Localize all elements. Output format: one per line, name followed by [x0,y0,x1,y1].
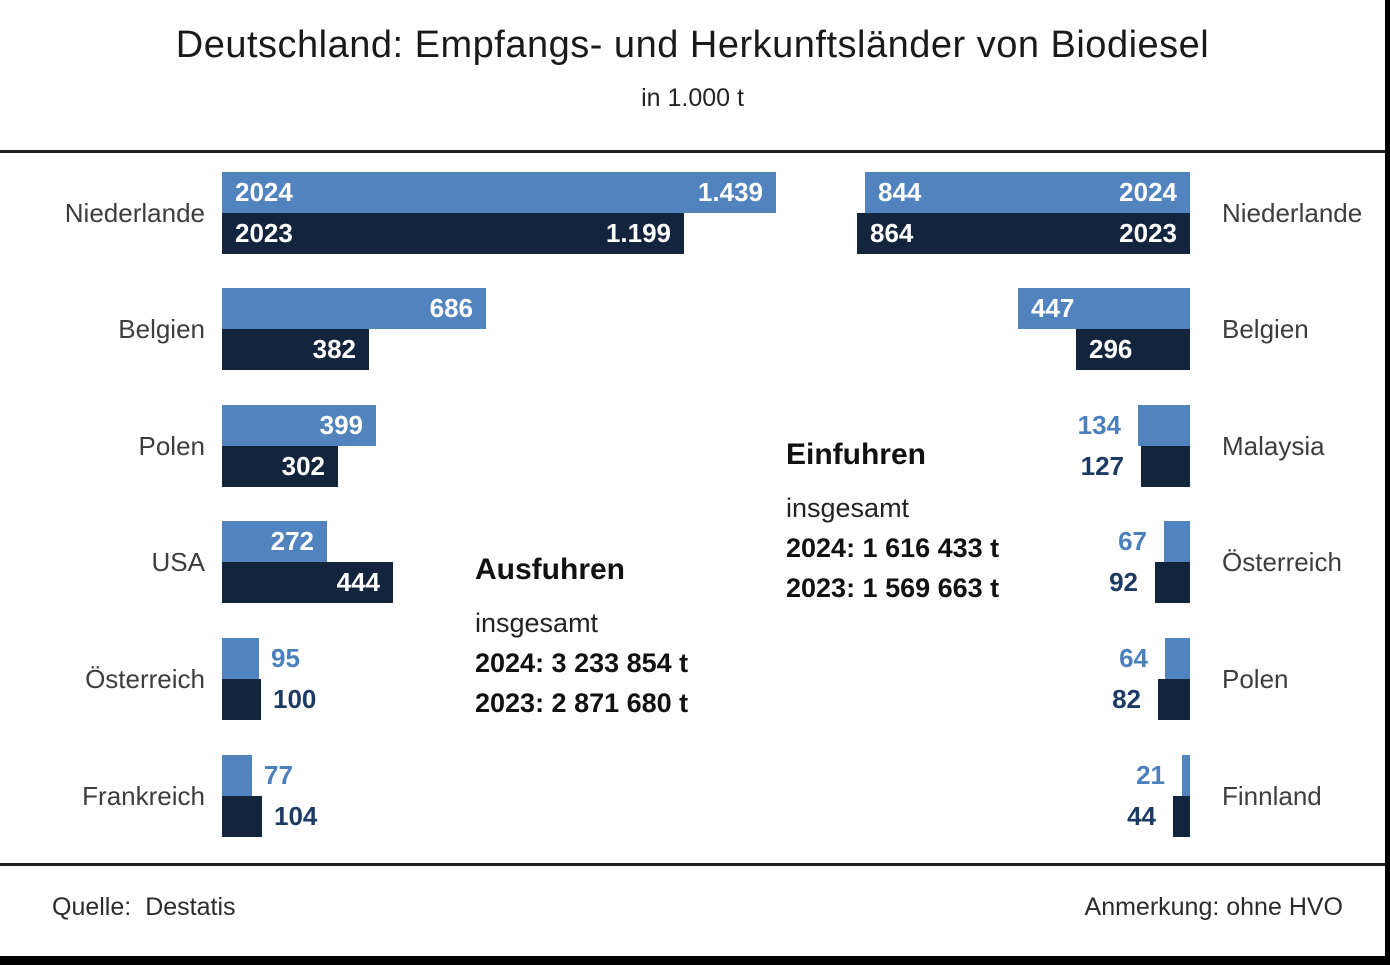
exports-bar-2023-polen: 302 [222,446,338,487]
imports-bar-2024-österreich [1164,521,1190,562]
exports-country-label-österreich: Österreich [85,664,205,694]
imports-country-label-niederlande: Niederlande [1222,198,1363,228]
imports-summary: Einfuhren insgesamt 2024: 1 616 433 t 20… [786,438,999,608]
exports-year-label-2024: 2024 [235,177,293,207]
exports-bar-2024-niederlande: 2024 1.439 [222,172,776,213]
imports-value-label: 67 [1118,526,1147,556]
imports-subheading: insgesamt [786,493,910,523]
exports-country-label-niederlande: Niederlande [64,198,205,228]
source-note: Quelle: Destatis [52,893,236,922]
imports-value-label: 21 [1136,760,1165,790]
exports-country-label-usa: USA [151,547,205,577]
exports-bar-2023-usa: 444 [222,562,393,603]
page-subtitle: in 1.000 t [641,84,744,112]
exports-value-label: 1.439 [697,177,763,207]
imports-bar-2023-polen [1158,679,1190,720]
imports-total-2023: 2023: 1 569 663 t [786,573,1000,603]
imports-bar-2023-belgien: 296 [1076,329,1190,370]
imports-value-label: 296 [1089,334,1133,364]
exports-value-label: 444 [336,567,380,597]
exports-heading: Ausfuhren [475,553,625,586]
exports-value-label: 95 [271,643,300,673]
exports-total-2024: 2024: 3 233 854 t [475,648,689,678]
bottom-divider [0,863,1385,866]
imports-bar-2024-finnland [1182,755,1190,796]
exports-country-label-belgien: Belgien [118,314,205,344]
imports-value-label: 127 [1080,451,1124,481]
imports-value-label: 844 [878,177,922,207]
imports-bar-2023-niederlande: 864 2023 [857,213,1190,254]
exports-value-label: 100 [273,684,317,714]
exports-summary: Ausfuhren insgesamt 2024: 3 233 854 t 20… [475,553,688,723]
imports-bar-2023-finnland [1173,796,1190,837]
imports-bar-2024-belgien: 447 [1018,288,1190,329]
imports-country-label-finnland: Finnland [1222,781,1322,811]
imports-value-label: 82 [1112,684,1141,714]
source-value: Destatis [145,893,236,921]
imports-country-label-belgien: Belgien [1222,314,1309,344]
exports-value-label: 382 [312,334,356,364]
page-title: Deutschland: Empfangs- und Herkunftsländ… [175,24,1210,66]
exports-country-label-polen: Polen [138,431,206,461]
exports-bar-2024-österreich [222,638,259,679]
exports-bar-2023-belgien: 382 [222,329,369,370]
imports-value-label: 134 [1077,410,1121,440]
exports-bar-2024-belgien: 686 [222,288,486,329]
exports-bar-2023-frankreich [222,796,262,837]
imports-value-label: 92 [1109,567,1138,597]
imports-value-label: 64 [1119,643,1148,673]
imports-bar-2024-niederlande: 844 2024 [865,172,1190,213]
exports-bar-2023-österreich [222,679,261,720]
exports-bar-2024-polen: 399 [222,405,376,446]
exports-value-label: 104 [274,801,318,831]
imports-bar-2023-malaysia [1141,446,1190,487]
imports-bar-2024-malaysia [1138,405,1190,446]
imports-value-label: 447 [1031,293,1075,323]
imports-year-label-2024: 2024 [1119,177,1177,207]
remark-note: Anmerkung: ohne HVO [1084,893,1343,921]
exports-bar-2024-frankreich [222,755,252,796]
exports-country-label-frankreich: Frankreich [82,781,205,811]
exports-bar-2024-usa: 272 [222,521,327,562]
imports-value-label: 44 [1127,801,1156,831]
top-divider [0,150,1385,153]
imports-value-label: 864 [870,218,914,248]
exports-year-label-2023: 2023 [235,218,293,248]
imports-country-label-österreich: Österreich [1222,547,1342,577]
exports-value-label: 272 [270,526,314,556]
imports-bar-2023-österreich [1155,562,1190,603]
exports-value-label: 302 [281,451,325,481]
imports-total-2024: 2024: 1 616 433 t [786,533,1000,563]
source-label: Quelle: [52,893,132,921]
imports-year-label-2023: 2023 [1119,218,1177,248]
exports-value-label: 399 [319,410,363,440]
exports-total-2023: 2023: 2 871 680 t [475,688,689,718]
exports-value-label: 1.199 [605,218,671,248]
imports-country-label-polen: Polen [1222,664,1289,694]
imports-country-label-malaysia: Malaysia [1222,431,1325,461]
exports-value-label: 686 [429,293,473,323]
exports-subheading: insgesamt [475,608,599,638]
imports-heading: Einfuhren [786,438,926,471]
exports-bar-2023-niederlande: 2023 1.199 [222,213,684,254]
imports-bar-2024-polen [1165,638,1190,679]
exports-value-label: 77 [264,760,293,790]
